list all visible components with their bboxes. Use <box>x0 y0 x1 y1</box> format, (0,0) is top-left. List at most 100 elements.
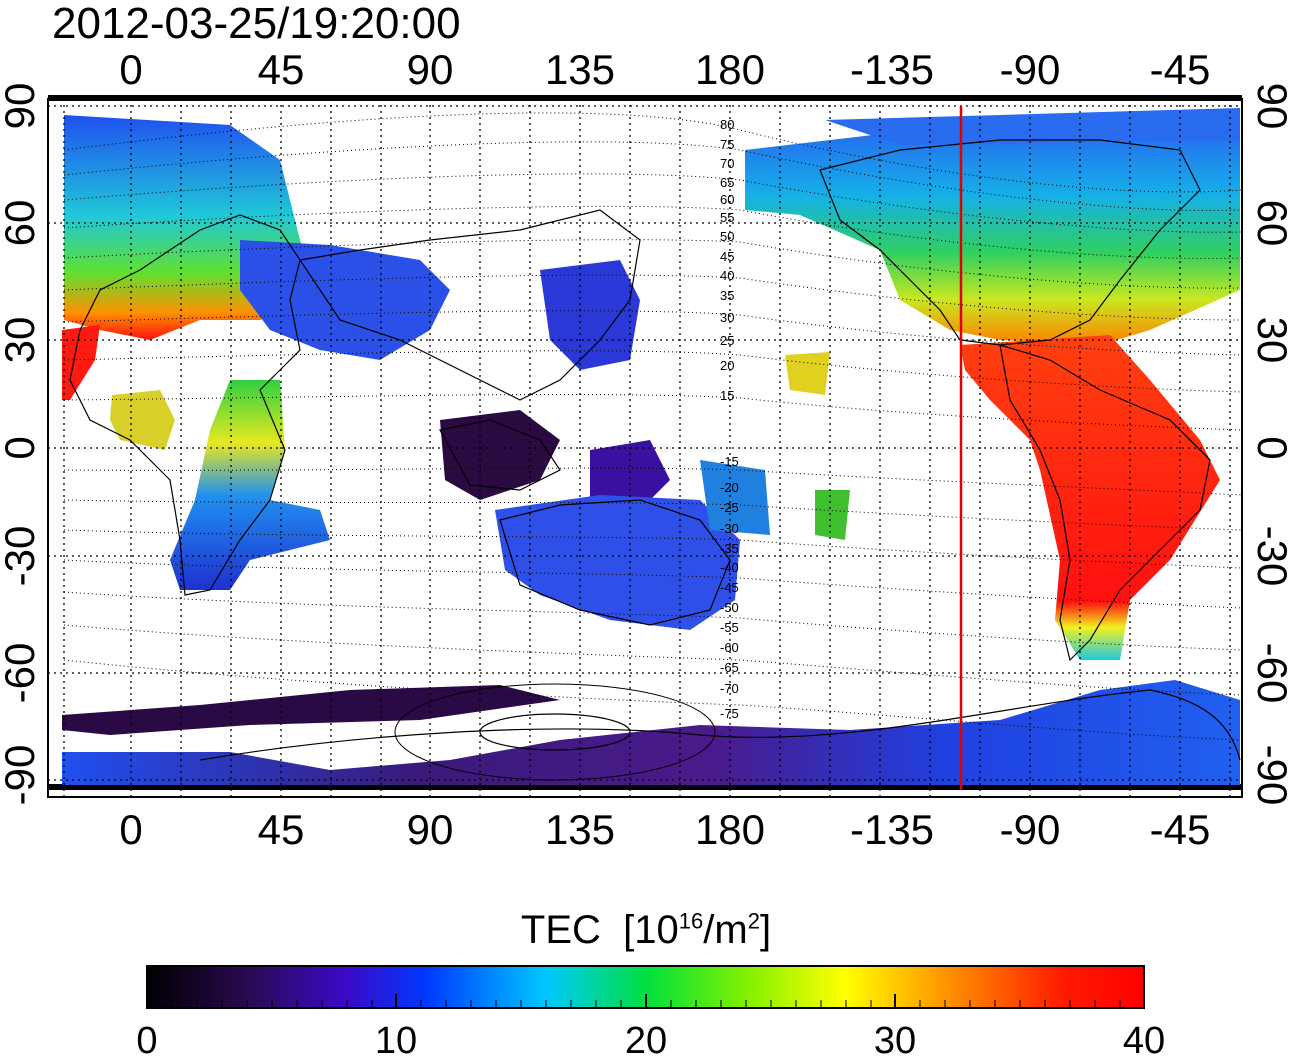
tec-africa <box>170 380 330 590</box>
mlat-label: -70 <box>720 681 739 696</box>
south-magnetic-pole-contour <box>479 713 631 751</box>
mlat-label: 60 <box>720 192 734 207</box>
coastlines <box>69 139 1241 761</box>
mlat-label: -50 <box>720 600 739 615</box>
lat-tick-label: -90 <box>1249 745 1292 806</box>
mlat-label: 25 <box>720 333 734 348</box>
mlat-label: -35 <box>720 541 739 556</box>
colorbar-unit-exp2: 2 <box>747 908 760 934</box>
lon-tick-label: 135 <box>545 806 615 853</box>
south-magnetic-pole-contour-outer <box>394 683 716 781</box>
mlat-label: 40 <box>720 268 734 283</box>
axis-band-bottom <box>48 784 1242 790</box>
tec-antarctica <box>62 680 1240 785</box>
tec-arctic-strip <box>825 108 1240 145</box>
colorbar-unit-open: [10 <box>623 908 679 952</box>
mlat-label: 50 <box>720 229 734 244</box>
mlat-label: -65 <box>720 660 739 675</box>
mlat-label: -75 <box>720 706 739 721</box>
lon-tick-label: 0 <box>119 46 142 93</box>
lat-tick-label: 30 <box>1249 317 1292 364</box>
tec-middle-east <box>240 240 450 360</box>
lon-tick-label: 180 <box>695 46 765 93</box>
lon-tick-label: -45 <box>1150 46 1211 93</box>
mlat-label: 15 <box>720 388 734 403</box>
mlat-labels-south: -15 -20 -25 -30 -35 -40 -45 -50 -55 -60 … <box>720 454 739 721</box>
mlat-label: 20 <box>720 358 734 373</box>
lon-tick-label: -135 <box>850 46 934 93</box>
colorbar-quantity: TEC <box>520 908 601 952</box>
colorbar-tick-label: 10 <box>375 1020 417 1057</box>
lon-tick-label: 45 <box>258 806 305 853</box>
tec-nw-africa <box>62 325 100 400</box>
colorbar-tick-labels: 0 10 20 30 40 <box>136 1020 1165 1057</box>
tec-indonesia <box>590 440 670 510</box>
colorbar-unit-exp: 16 <box>678 908 704 934</box>
colorbar-tick-label: 40 <box>1123 1020 1165 1057</box>
colorbar-label: TEC [1016/m2] <box>0 908 1292 953</box>
lon-tick-label: 45 <box>258 46 305 93</box>
mlat-label: -45 <box>720 580 739 595</box>
mlat-label: 35 <box>720 288 734 303</box>
tec-pacific-2 <box>815 490 850 540</box>
mlat-label: 65 <box>720 175 734 190</box>
mlat-label: -15 <box>720 454 739 469</box>
colorbar-major-ticks <box>395 994 896 1008</box>
lon-tick-label: -90 <box>1000 46 1061 93</box>
lon-tick-label: 90 <box>407 806 454 853</box>
lon-tick-label: -45 <box>1150 806 1211 853</box>
lat-tick-label: -30 <box>0 526 43 587</box>
tec-antarctic-islands <box>62 685 560 735</box>
magnetic-latitude-contours <box>63 112 1243 741</box>
lat-tick-label: 0 <box>0 436 43 459</box>
lat-tick-label: 0 <box>1249 436 1292 459</box>
lon-tick-label: -135 <box>850 806 934 853</box>
mlat-label: 55 <box>720 210 734 225</box>
lat-tick-label: -90 <box>0 745 43 806</box>
colorbar-tick-label: 30 <box>874 1020 916 1057</box>
mlat-label: 45 <box>720 249 734 264</box>
tec-east-asia <box>540 260 640 370</box>
tec-north-america <box>745 115 1240 345</box>
tec-south-america <box>960 335 1220 660</box>
tec-pacific-3 <box>700 460 770 535</box>
mlat-label: -25 <box>720 500 739 515</box>
mlat-label: -55 <box>720 620 739 635</box>
lon-ticks-top: 0 45 90 135 180 -135 -90 -45 <box>119 46 1210 93</box>
tec-map: 80 75 70 65 60 55 50 45 40 35 30 25 20 1… <box>0 46 1292 853</box>
lon-tick-label: 90 <box>407 46 454 93</box>
lat-tick-label: -60 <box>0 643 43 704</box>
lat-tick-label: 30 <box>0 317 43 364</box>
lat-ticks-left: 90 60 30 0 -30 -60 -90 <box>0 83 43 806</box>
lat-tick-label: 90 <box>1249 83 1292 130</box>
lat-tick-label: -30 <box>1249 526 1292 587</box>
lon-tick-label: 180 <box>695 806 765 853</box>
lat-tick-label: 60 <box>1249 200 1292 247</box>
tec-data-layer <box>62 108 1240 785</box>
mlat-label: -40 <box>720 560 739 575</box>
lon-tick-label: 0 <box>119 806 142 853</box>
mlat-label: -30 <box>720 521 739 536</box>
mlat-label: 75 <box>720 137 734 152</box>
colorbar-minor-ticks <box>171 1000 1121 1008</box>
colorbar-tick-label: 0 <box>136 1020 157 1057</box>
mlat-label: -20 <box>720 480 739 495</box>
tec-australia <box>495 495 740 630</box>
lon-tick-label: -90 <box>1000 806 1061 853</box>
graticule <box>48 99 1242 797</box>
lat-tick-label: 60 <box>0 200 43 247</box>
tec-west-africa <box>110 390 175 450</box>
mlat-label: -60 <box>720 640 739 655</box>
colorbar-tick-label: 20 <box>625 1020 667 1057</box>
colorbar-unit-close: ] <box>759 908 772 952</box>
colorbar: 0 10 20 30 40 <box>136 965 1165 1057</box>
axis-band-top <box>48 95 1242 101</box>
lat-tick-label: -60 <box>1249 643 1292 704</box>
mlat-labels-north: 80 75 70 65 60 55 50 45 40 35 30 25 20 1… <box>720 117 734 403</box>
lon-ticks-bottom: 0 45 90 135 180 -135 -90 -45 <box>119 806 1210 853</box>
mlat-label: 70 <box>720 156 734 171</box>
mlat-label: 80 <box>720 117 734 132</box>
lat-tick-label: 90 <box>0 83 43 130</box>
lon-tick-label: 135 <box>545 46 615 93</box>
tec-pacific-1 <box>785 352 830 395</box>
